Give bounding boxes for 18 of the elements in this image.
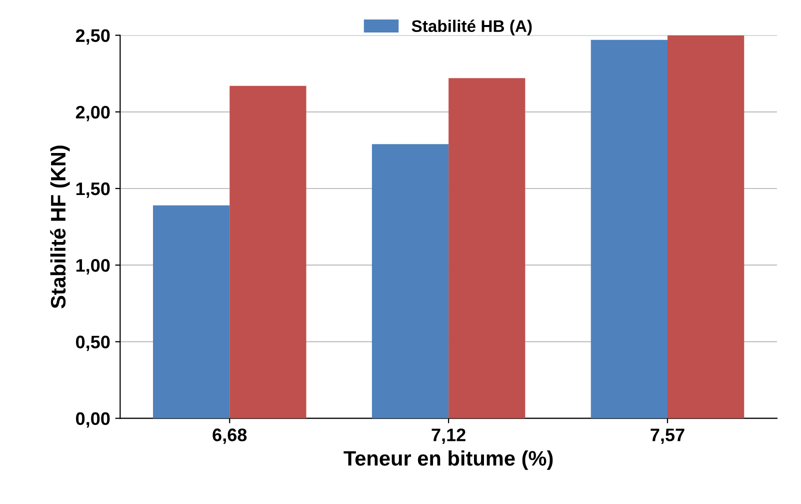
y-tick-label: 0,00 <box>76 412 110 428</box>
bar <box>668 35 744 418</box>
legend-label: Stabilité HB (A) <box>412 20 532 36</box>
bar <box>590 40 668 418</box>
x-tick-label: 7,57 <box>650 428 684 444</box>
bar <box>372 144 449 418</box>
y-tick-label: 1,50 <box>76 182 110 198</box>
x-axis-title: Teneur en bitume (%) <box>344 450 553 470</box>
x-tick-label: 6,68 <box>212 428 247 444</box>
x-tick-label: 7,12 <box>432 428 466 444</box>
y-tick-label: 0,50 <box>76 336 110 352</box>
y-axis-title: Stabilité HF (KN) <box>50 146 70 308</box>
bar <box>230 86 306 418</box>
bar <box>448 78 526 418</box>
y-tick-label: 1,00 <box>76 259 110 274</box>
y-tick-label: 2,50 <box>76 29 110 45</box>
bar <box>152 205 230 418</box>
y-tick-label: 2,00 <box>76 106 110 122</box>
